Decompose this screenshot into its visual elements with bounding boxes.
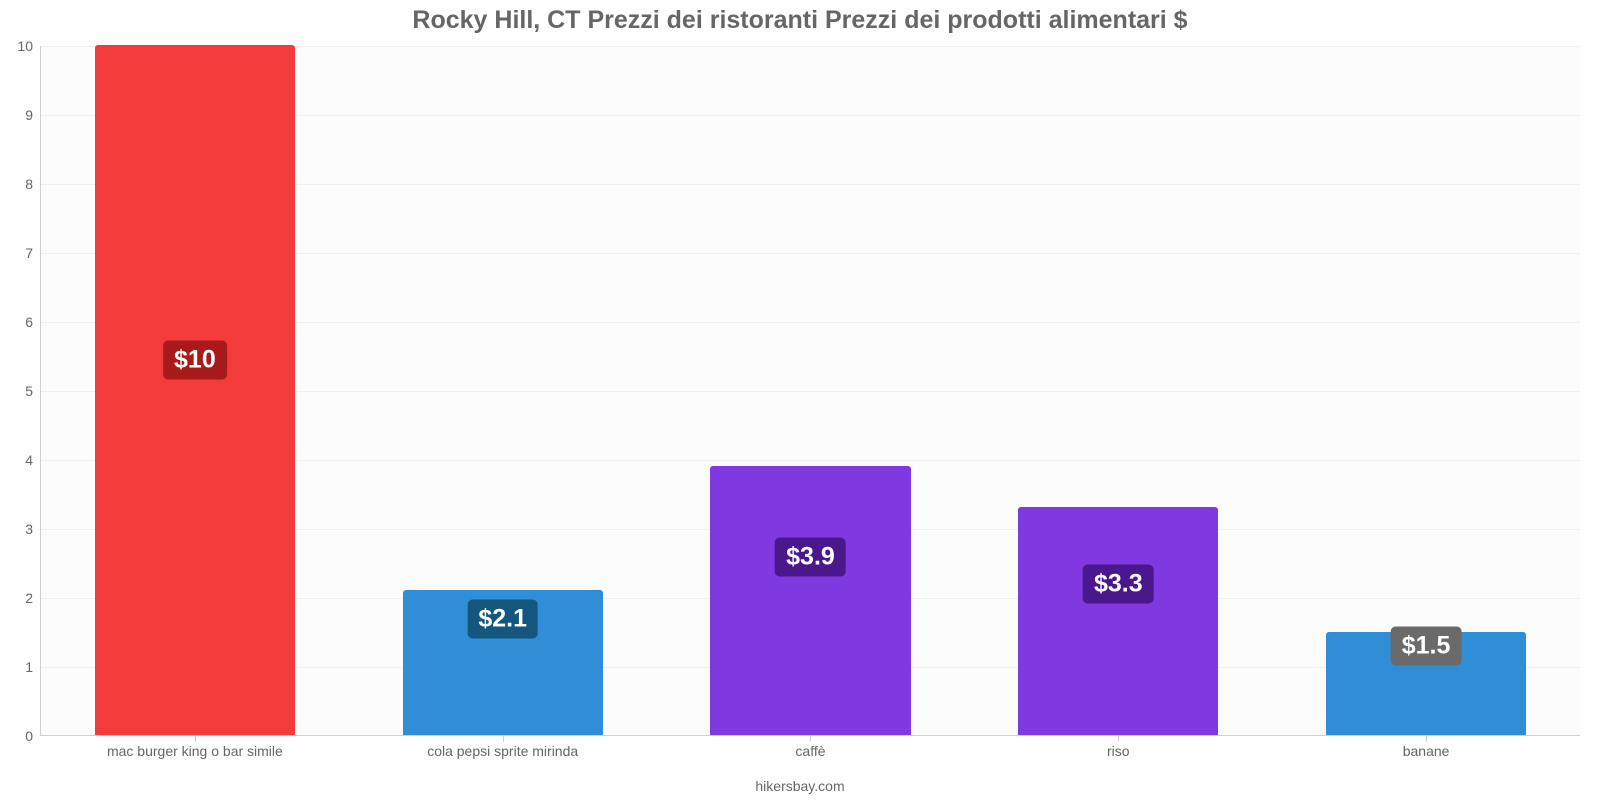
x-axis-tick-label: riso: [1107, 735, 1130, 759]
plot-area: $10mac burger king o bar simile$2.1cola …: [40, 46, 1580, 736]
y-axis-tick-label: 7: [25, 245, 41, 261]
bar: [1018, 507, 1218, 735]
y-axis-tick-label: 0: [25, 728, 41, 744]
price-bar-chart: Rocky Hill, CT Prezzi dei ristoranti Pre…: [0, 0, 1600, 800]
x-axis-tick-label: mac burger king o bar simile: [107, 735, 283, 759]
y-axis-tick-label: 8: [25, 176, 41, 192]
bar: [710, 466, 910, 735]
bar: [95, 45, 295, 735]
y-axis-tick-label: 6: [25, 314, 41, 330]
bars-container: $10mac burger king o bar simile$2.1cola …: [41, 46, 1580, 735]
bar-value-label: $1.5: [1391, 627, 1462, 666]
bar-slot: $10mac burger king o bar simile: [41, 46, 349, 735]
bar-value-label: $3.3: [1083, 565, 1154, 604]
y-axis-tick-label: 5: [25, 383, 41, 399]
x-axis-tick-label: cola pepsi sprite mirinda: [427, 735, 578, 759]
y-axis-tick-label: 1: [25, 659, 41, 675]
y-axis-tick-label: 4: [25, 452, 41, 468]
y-axis-tick-label: 9: [25, 107, 41, 123]
bar-value-label: $2.1: [467, 599, 538, 638]
x-axis-tick-label: caffè: [795, 735, 825, 759]
y-axis-tick-label: 3: [25, 521, 41, 537]
chart-title: Rocky Hill, CT Prezzi dei ristoranti Pre…: [0, 6, 1600, 35]
bar-slot: $1.5banane: [1272, 46, 1580, 735]
x-axis-tick-label: banane: [1403, 735, 1450, 759]
bar-slot: $2.1cola pepsi sprite mirinda: [349, 46, 657, 735]
bar-slot: $3.9caffè: [657, 46, 965, 735]
bar-value-label: $3.9: [775, 537, 846, 576]
chart-credit: hikersbay.com: [0, 778, 1600, 794]
y-axis-tick-label: 10: [17, 38, 41, 54]
y-axis-tick-label: 2: [25, 590, 41, 606]
bar-value-label: $10: [163, 340, 227, 379]
bar-slot: $3.3riso: [964, 46, 1272, 735]
